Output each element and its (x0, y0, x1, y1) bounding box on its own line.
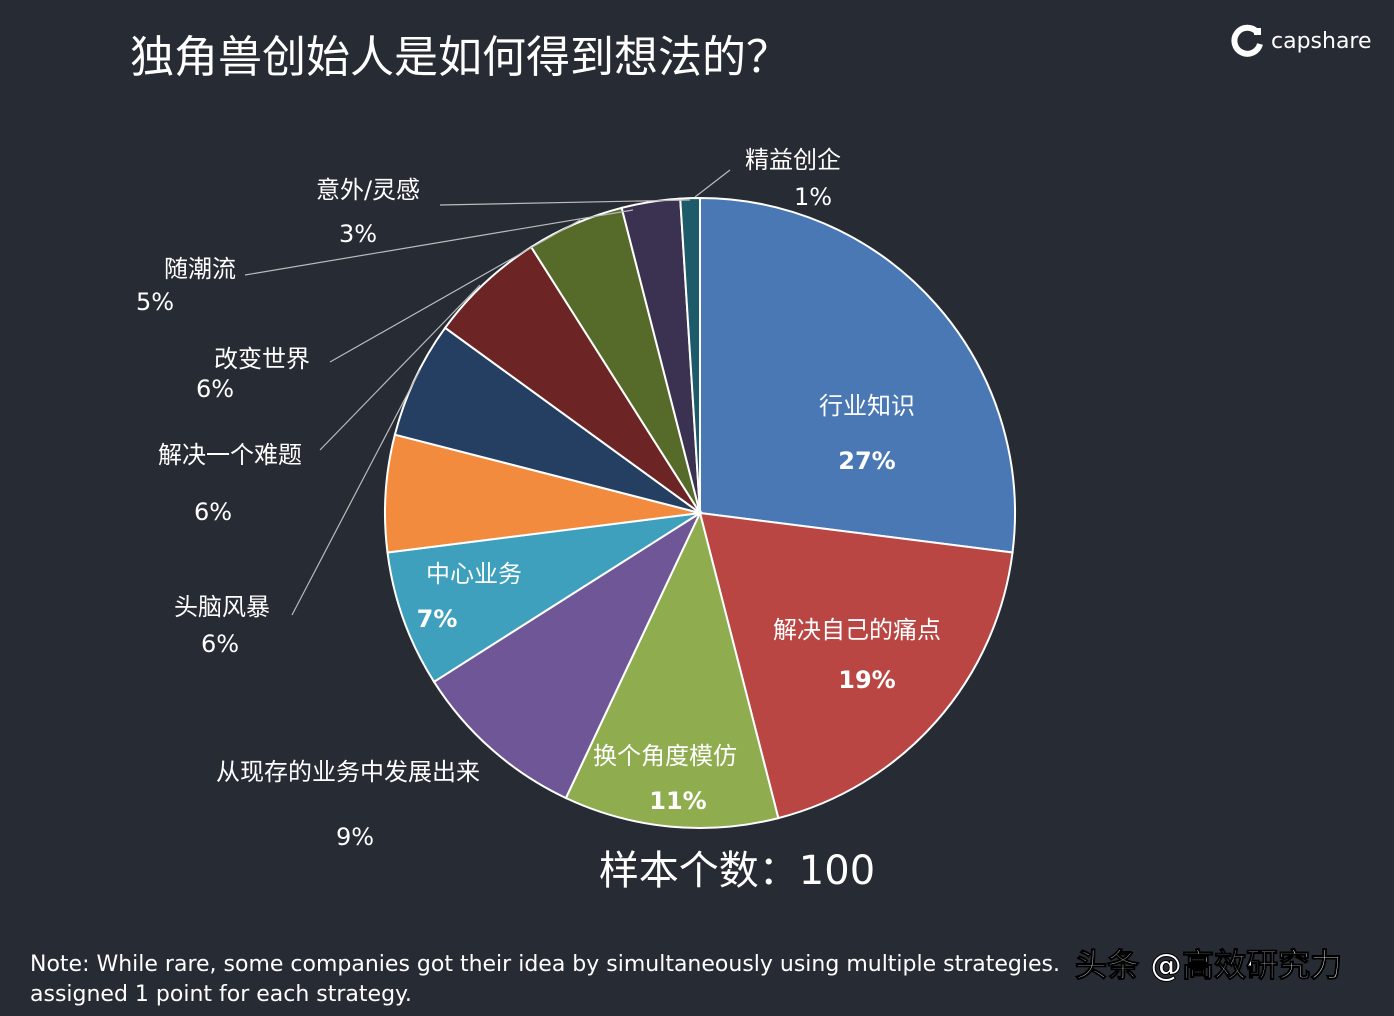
slice-label: 从现存的业务中发展出来 (216, 758, 480, 786)
slice-label: 改变世界 (214, 345, 310, 373)
value-label: 11% (649, 787, 706, 815)
value-label: 6% (201, 630, 239, 658)
note-line: assigned 1 point for each strategy. (30, 982, 412, 1007)
leader-line (244, 209, 634, 276)
pie-slice (564, 510, 780, 829)
chart-title: 独角兽创始人是如何得到想法的？ (130, 32, 790, 83)
leader-line (439, 199, 691, 206)
slice-label: 中心业务 (426, 560, 522, 588)
sample-size: 样本个数：100 (599, 848, 875, 894)
watermark: 头条 @高效研究力 (1075, 946, 1342, 984)
slice-label: 换个角度模仿 (593, 742, 737, 770)
leader-line (329, 219, 581, 363)
logo-text: capshare (1271, 29, 1372, 54)
value-label: 27% (838, 447, 895, 475)
leader-line (694, 169, 731, 198)
value-label: 9% (336, 823, 374, 851)
slice-label: 意外/灵感 (316, 176, 420, 204)
slice-label: 行业知识 (819, 392, 915, 420)
leader-line (319, 284, 481, 451)
value-label: 3% (339, 220, 377, 248)
slice-label: 解决自己的痛点 (773, 616, 941, 644)
pie-slice (699, 196, 1016, 554)
slice-label: 精益创企 (745, 146, 841, 174)
value-label: 1% (794, 183, 832, 211)
leader-line (291, 369, 421, 616)
value-label: 7% (417, 605, 458, 633)
value-label: 5% (136, 288, 174, 316)
pie-slice (386, 512, 701, 684)
pie-slice (384, 433, 701, 554)
pie-slice (698, 511, 1014, 820)
logo-icon (1231, 24, 1263, 57)
note-line: Note: While rare, some companies got the… (30, 952, 1060, 977)
value-label: 6% (194, 498, 232, 526)
pie-slice (432, 510, 703, 800)
slice-label: 随潮流 (164, 255, 236, 283)
pie-slice (679, 196, 701, 514)
value-label: 6% (196, 375, 234, 403)
slice-label: 解决一个难题 (158, 441, 302, 469)
value-label: 19% (838, 666, 895, 694)
slice-label: 头脑风暴 (174, 593, 270, 621)
